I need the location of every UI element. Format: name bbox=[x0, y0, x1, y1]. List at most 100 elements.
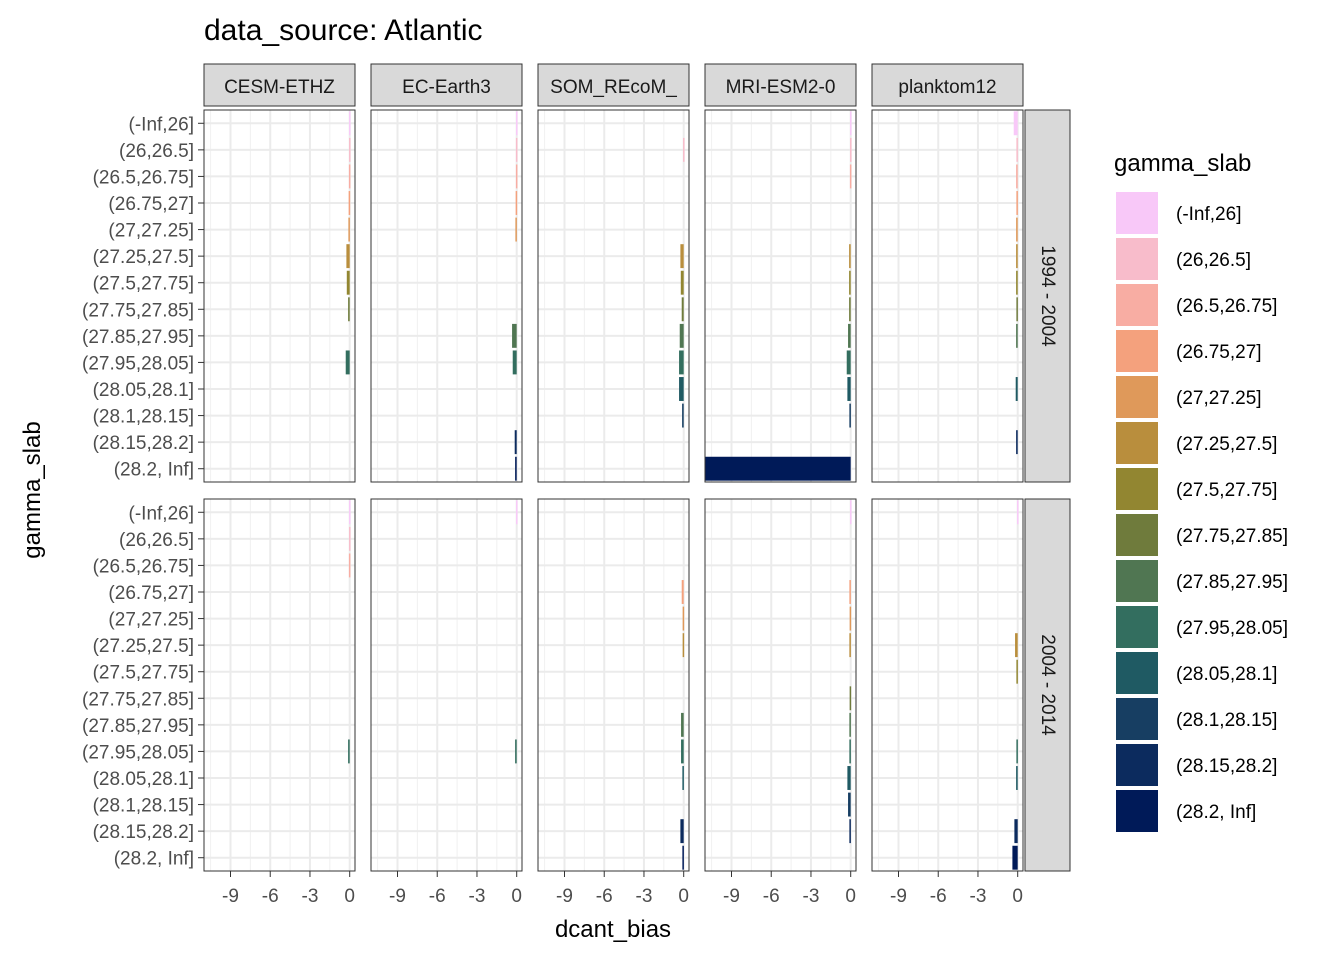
legend-label: (-Inf,26] bbox=[1176, 204, 1241, 225]
legend-item: (28.2, Inf] bbox=[1116, 790, 1256, 832]
x-axis: -9 -6 -3 0 bbox=[222, 871, 355, 907]
row-strip-label: 1994 - 2004 bbox=[1037, 245, 1058, 347]
y-tick-label: (-Inf,26] bbox=[129, 114, 194, 135]
column-strip-bg bbox=[203, 63, 356, 107]
x-tick-label: -6 bbox=[262, 886, 279, 907]
bar bbox=[515, 137, 518, 162]
legend-swatch bbox=[1116, 790, 1158, 832]
bar bbox=[846, 350, 851, 375]
facet-panel bbox=[203, 109, 356, 483]
bar bbox=[681, 297, 684, 322]
column-strip-label: CESM-ETHZ bbox=[224, 77, 335, 98]
bar bbox=[1016, 659, 1018, 684]
bar bbox=[1016, 244, 1018, 269]
bar bbox=[680, 270, 684, 295]
bar bbox=[349, 500, 351, 525]
bar bbox=[1016, 430, 1018, 455]
x-tick-label: -9 bbox=[556, 886, 573, 907]
bar bbox=[349, 137, 351, 162]
column-strip-label: SOM_REcoM_ bbox=[550, 77, 677, 98]
legend-swatch bbox=[1116, 652, 1158, 694]
legend-label: (27.85,27.95] bbox=[1176, 572, 1288, 593]
bar bbox=[682, 845, 684, 870]
bar bbox=[849, 580, 851, 604]
x-tick-label: -3 bbox=[469, 886, 486, 907]
x-tick-label: 0 bbox=[511, 886, 522, 907]
y-tick-label: (-Inf,26] bbox=[129, 503, 194, 524]
bar bbox=[1016, 217, 1018, 242]
y-tick-label: (28.05,28.1] bbox=[93, 380, 194, 401]
facet-panel bbox=[537, 498, 690, 872]
bar bbox=[681, 580, 684, 604]
y-tick-label: (28.1,28.15] bbox=[93, 796, 194, 817]
legend-swatch bbox=[1116, 192, 1158, 234]
row-strip: 1994 - 2004 bbox=[1024, 109, 1071, 483]
bar bbox=[849, 606, 852, 631]
panel-border bbox=[203, 498, 356, 872]
legend-label: (26,26.5] bbox=[1176, 250, 1251, 271]
y-tick-label: (27.75,27.85] bbox=[82, 300, 194, 321]
legend-swatch bbox=[1116, 376, 1158, 418]
legend-item: (-Inf,26] bbox=[1116, 192, 1241, 234]
bar bbox=[682, 606, 685, 631]
bar bbox=[1016, 739, 1018, 764]
bar bbox=[1014, 819, 1018, 844]
x-axis: -9 -6 -3 0 bbox=[890, 871, 1023, 907]
legend-item: (27,27.25] bbox=[1116, 376, 1262, 418]
column-strip: CESM-ETHZ bbox=[203, 63, 356, 107]
bar bbox=[515, 191, 518, 215]
bar bbox=[1016, 323, 1018, 348]
y-axis: (-Inf,26] (26,26.5] (26.5,26.75] (26.75,27]… bbox=[82, 114, 204, 481]
panel-border bbox=[370, 498, 523, 872]
y-tick-label: (28.15,28.2] bbox=[93, 433, 194, 454]
facet-panel bbox=[370, 109, 523, 483]
bar bbox=[1017, 500, 1019, 525]
facet-panel bbox=[871, 498, 1024, 872]
bar bbox=[705, 456, 851, 481]
facet-panel bbox=[537, 109, 690, 483]
x-axis: -9 -6 -3 0 bbox=[556, 871, 689, 907]
row-strip-label: 2004 - 2014 bbox=[1037, 634, 1058, 736]
bar bbox=[515, 739, 517, 764]
bar bbox=[348, 297, 350, 322]
y-tick-label: (28.1,28.15] bbox=[93, 407, 194, 428]
x-tick-label: -6 bbox=[429, 886, 446, 907]
panel-border bbox=[203, 109, 356, 483]
legend-swatch bbox=[1116, 468, 1158, 510]
bar bbox=[679, 350, 684, 375]
bar bbox=[345, 350, 350, 375]
legend-label: (26.5,26.75] bbox=[1176, 296, 1277, 317]
legend-label: (27.75,27.85] bbox=[1176, 526, 1288, 547]
y-tick-label: (28.2, Inf] bbox=[114, 849, 194, 870]
legend-swatch bbox=[1116, 330, 1158, 372]
legend-swatch bbox=[1116, 744, 1158, 786]
bar bbox=[849, 403, 851, 428]
panel-background bbox=[872, 499, 1023, 871]
bar bbox=[516, 111, 518, 136]
legend-label: (26.75,27] bbox=[1176, 342, 1262, 363]
y-tick-label: (27.25,27.5] bbox=[93, 636, 194, 657]
legend-item: (26,26.5] bbox=[1116, 238, 1251, 280]
bar bbox=[349, 111, 351, 136]
bar bbox=[849, 164, 852, 189]
y-tick-label: (27.85,27.95] bbox=[82, 327, 194, 348]
y-tick-label: (27.75,27.85] bbox=[82, 689, 194, 710]
x-axis-title: dcant_bias bbox=[555, 916, 671, 943]
panel-background bbox=[872, 110, 1023, 482]
bar bbox=[849, 633, 851, 658]
x-tick-label: 0 bbox=[344, 886, 355, 907]
bar bbox=[348, 553, 351, 578]
bar bbox=[349, 526, 351, 551]
bar bbox=[1016, 270, 1018, 295]
y-tick-label: (27,27.25] bbox=[108, 610, 194, 631]
bar bbox=[847, 377, 851, 401]
legend-title: gamma_slab bbox=[1114, 150, 1251, 177]
bar bbox=[512, 323, 517, 348]
y-tick-label: (27.95,28.05] bbox=[82, 353, 194, 374]
column-strip-bg bbox=[537, 63, 690, 107]
panel-grid: CESM-ETHZ EC-Earth3 SOM_REcoM_ MRI-ESM2-0 pl… bbox=[82, 63, 1071, 907]
legend-label: (28.2, Inf] bbox=[1176, 802, 1256, 823]
legend-item: (27.85,27.95] bbox=[1116, 560, 1288, 602]
bar bbox=[1016, 766, 1018, 790]
